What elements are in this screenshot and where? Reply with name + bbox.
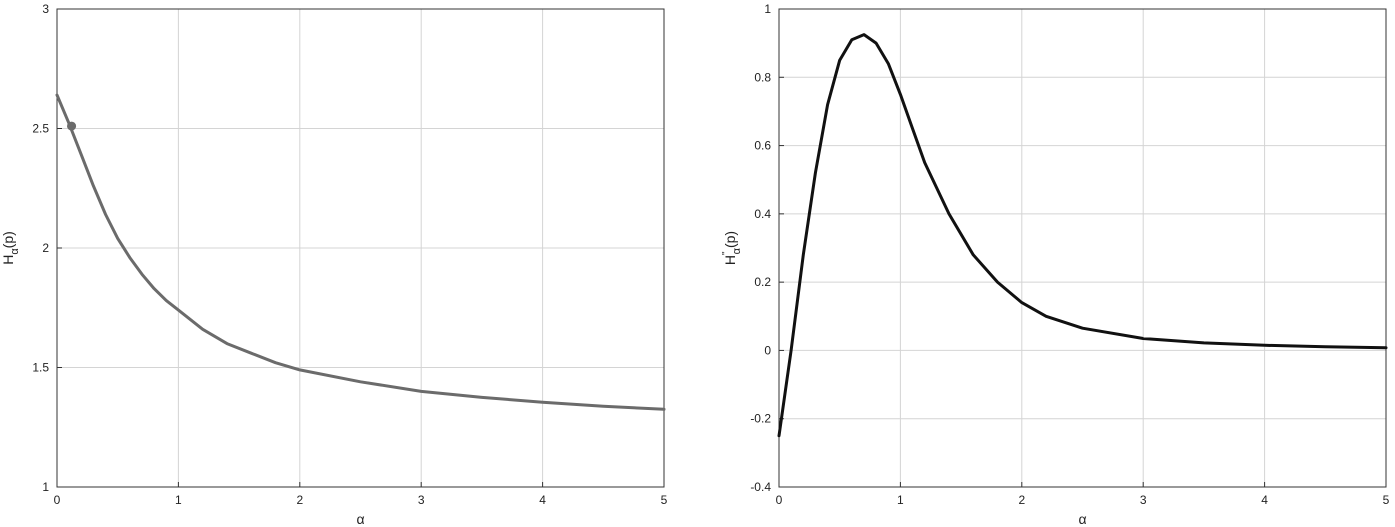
left-y-tick-label: 3 xyxy=(42,2,49,16)
left-x-tick-label: 2 xyxy=(296,493,303,507)
left-x-tick-label: 1 xyxy=(175,493,182,507)
right-x-tick-label: 3 xyxy=(1140,493,1147,507)
right-y-tick-label: -0.4 xyxy=(750,480,771,494)
right-x-tick-label: 5 xyxy=(1383,493,1390,507)
right-y-tick-label: 0.2 xyxy=(754,275,771,289)
right-y-tick-label: 0.4 xyxy=(754,207,771,221)
right-x-tick-label: 0 xyxy=(776,493,783,507)
left-x-tick-label: 5 xyxy=(661,493,668,507)
left-x-axis-label: α xyxy=(356,511,364,527)
left-y-tick-label: 1 xyxy=(42,480,49,494)
right-x-tick-label: 1 xyxy=(897,493,904,507)
left-x-tick-label: 3 xyxy=(418,493,425,507)
left-y-tick-label: 2 xyxy=(42,241,49,255)
left-series-line-0 xyxy=(55,93,666,411)
right-series-line-0 xyxy=(777,33,1388,438)
right-x-axis-label: α xyxy=(1078,511,1086,527)
right-y-axis-label: H"α(p) xyxy=(721,231,743,265)
left-x-tick-label: 0 xyxy=(54,493,61,507)
right-y-tick-label: 1 xyxy=(764,2,771,16)
right-x-tick-label: 2 xyxy=(1018,493,1025,507)
right-y-tick-label: -0.2 xyxy=(750,412,771,426)
right-y-tick-label: 0.6 xyxy=(754,139,771,153)
right-y-tick-label: 0 xyxy=(764,343,771,357)
left-y-axis-label: Hα(p) xyxy=(0,231,21,265)
right-y-tick-label: 0.8 xyxy=(754,70,771,84)
left-y-tick-label: 2.5 xyxy=(32,122,49,136)
left-y-tick-label: 1.5 xyxy=(32,361,49,375)
right-axes-frame xyxy=(778,8,1387,488)
left-x-tick-label: 4 xyxy=(539,493,546,507)
right-x-tick-label: 4 xyxy=(1261,493,1268,507)
right-plot-area xyxy=(779,9,1386,487)
left-data-point-marker xyxy=(67,121,77,131)
